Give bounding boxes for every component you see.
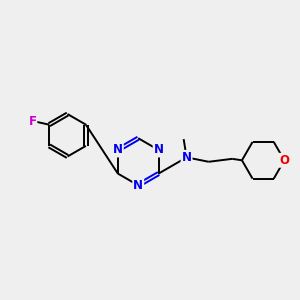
Text: N: N [182,151,192,164]
Text: F: F [28,115,36,128]
Text: N: N [154,143,164,157]
Text: N: N [133,179,143,192]
Text: O: O [279,154,289,167]
Text: N: N [113,143,123,157]
